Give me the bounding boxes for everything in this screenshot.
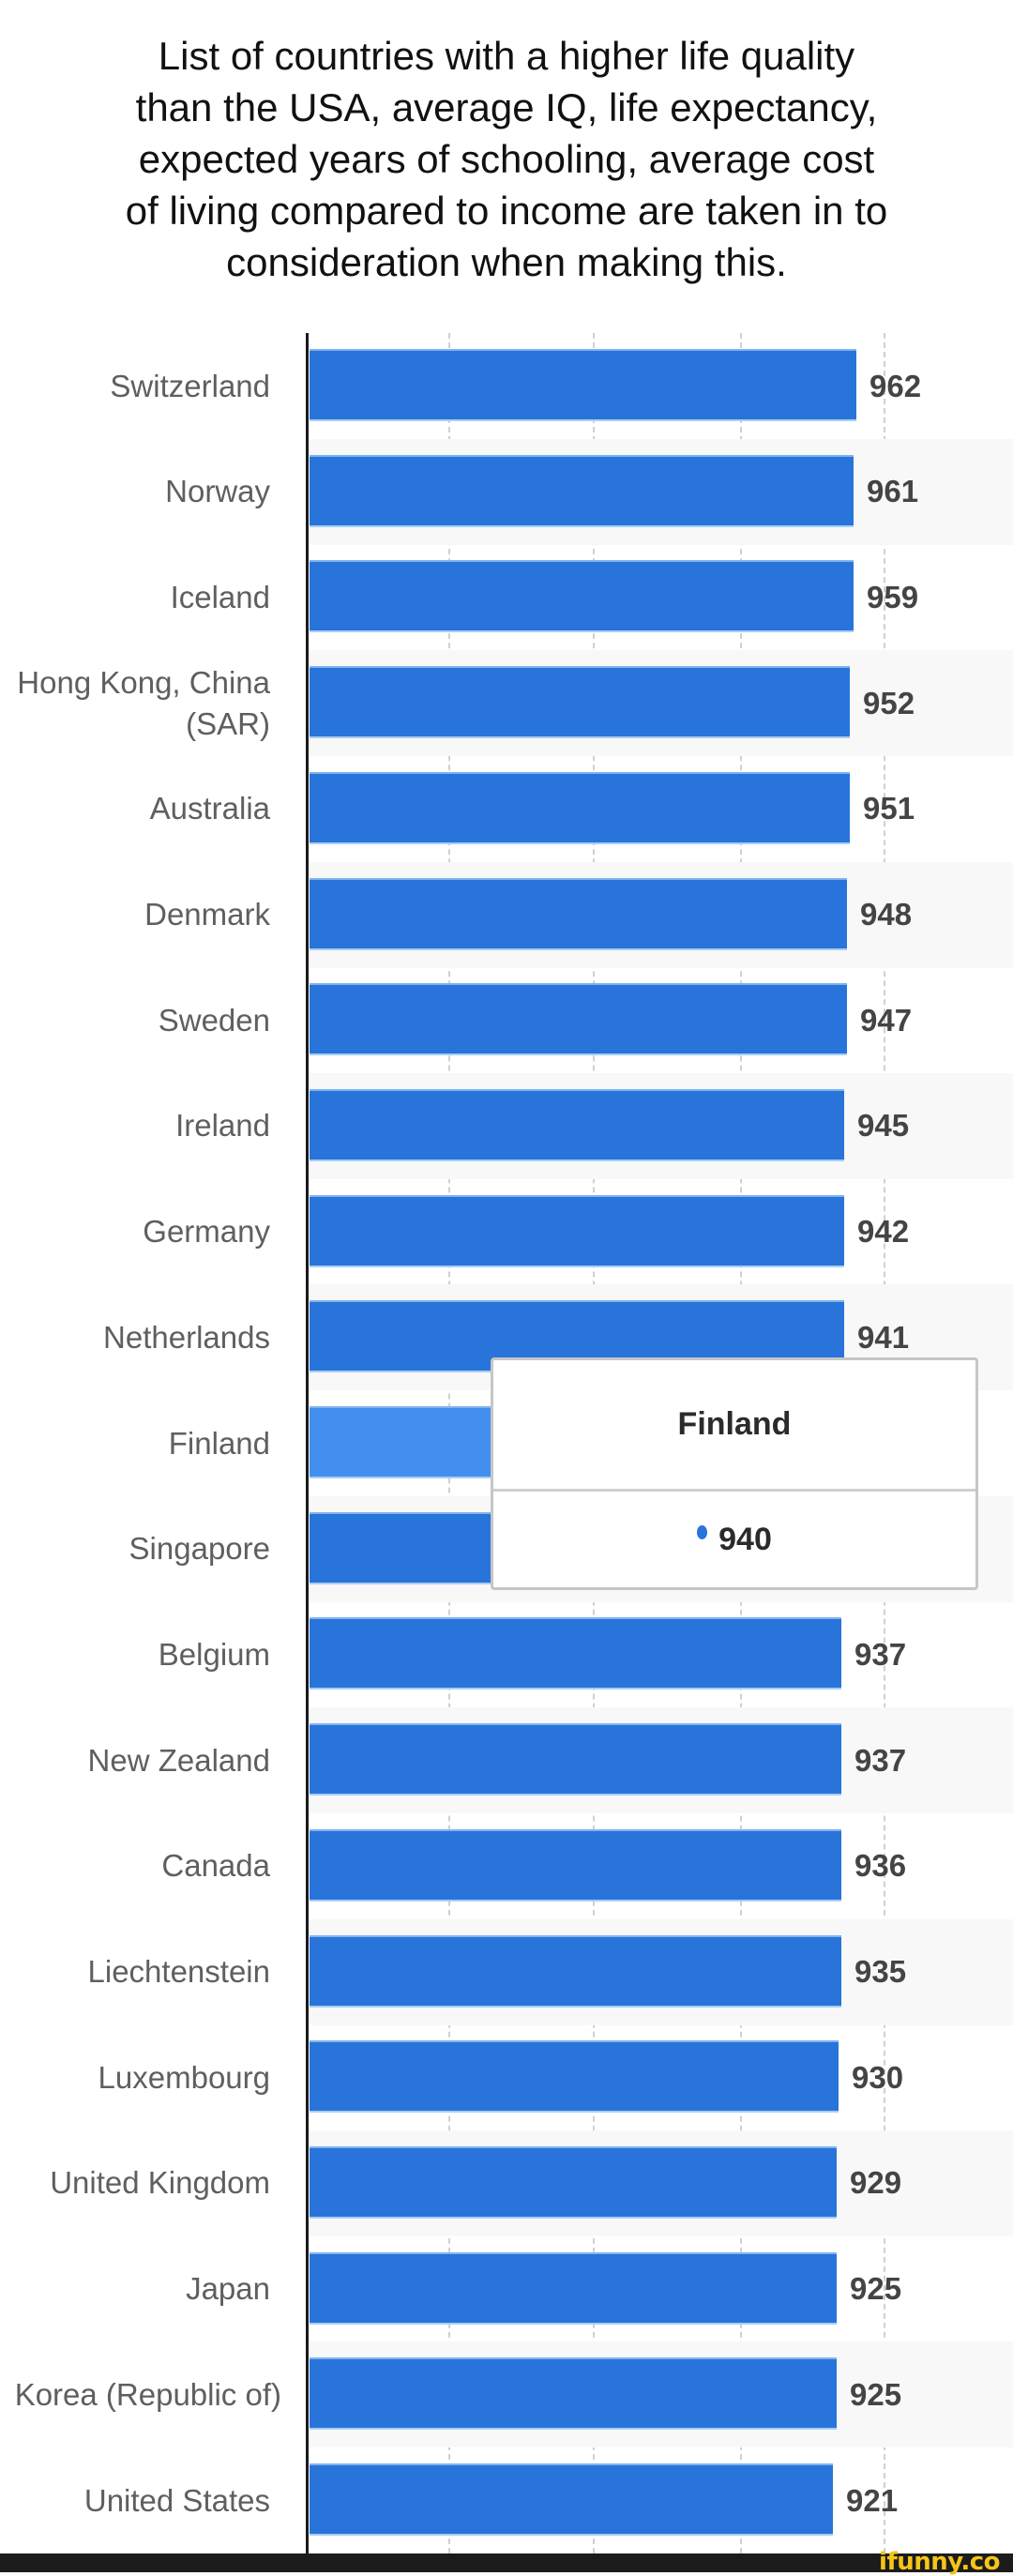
category-label: Iceland xyxy=(170,579,270,614)
bar[interactable] xyxy=(310,1828,841,1902)
bar-row[interactable]: Norway 961 xyxy=(0,438,1013,545)
bar-row[interactable]: Belgium 937 xyxy=(0,1601,1013,1707)
bar-row[interactable]: Denmark 948 xyxy=(0,861,1013,968)
ifunny-logo: ifunny.co xyxy=(879,2548,1000,2576)
value-label: 925 xyxy=(850,2376,902,2412)
category-label: Japan xyxy=(186,2271,270,2307)
value-label: 945 xyxy=(857,1108,910,1144)
bar-row[interactable]: Ireland 945 xyxy=(0,1072,1013,1179)
category-label: Denmark xyxy=(144,897,270,932)
bar-row[interactable]: Luxembourg 930 xyxy=(0,2024,1013,2130)
category-label: Norway xyxy=(165,474,270,509)
category-label: Belgium xyxy=(158,1636,270,1672)
bar[interactable] xyxy=(310,2040,839,2114)
bar-row[interactable]: Switzerland 962 xyxy=(0,333,1013,439)
footer-bar: ifunny.co xyxy=(0,2548,1013,2576)
bar[interactable] xyxy=(310,560,854,633)
category-label: Canada xyxy=(161,1848,270,1884)
category-label: United States xyxy=(83,2482,270,2518)
value-label: 921 xyxy=(846,2482,899,2518)
bar-row[interactable]: Liechtenstein 935 xyxy=(0,1918,1013,2025)
value-label: 937 xyxy=(854,1636,907,1672)
bar-row[interactable]: Iceland 959 xyxy=(0,544,1013,650)
bar[interactable] xyxy=(310,2357,837,2431)
bar-row[interactable]: Australia 951 xyxy=(0,756,1013,862)
value-label: 961 xyxy=(867,474,919,509)
bar-row[interactable]: Hong Kong, China (SAR) 952 xyxy=(0,650,1013,757)
category-label: Ireland xyxy=(175,1108,270,1144)
y-axis-line xyxy=(306,333,309,2553)
bar[interactable] xyxy=(310,1088,844,1161)
category-label: Luxembourg xyxy=(98,2059,270,2095)
bar[interactable] xyxy=(310,454,854,527)
series-dot-icon xyxy=(697,1524,708,1539)
value-label: 936 xyxy=(854,1848,907,1884)
bar-row[interactable]: Germany 942 xyxy=(0,1179,1013,1285)
bar[interactable] xyxy=(310,983,847,1056)
value-label: 929 xyxy=(850,2165,902,2201)
value-label: 948 xyxy=(860,897,913,932)
category-label: Finland xyxy=(168,1425,270,1461)
bar[interactable] xyxy=(310,2463,833,2536)
bar[interactable] xyxy=(310,1723,841,1796)
bar[interactable] xyxy=(310,1934,841,2008)
tooltip: Finland 940 xyxy=(491,1357,978,1590)
bar[interactable] xyxy=(310,771,850,844)
tooltip-value: 940 xyxy=(718,1521,772,1557)
value-label: 952 xyxy=(863,685,915,720)
category-label: New Zealand xyxy=(87,1742,270,1778)
bar-row[interactable]: Sweden 947 xyxy=(0,967,1013,1073)
tooltip-body: 940 xyxy=(493,1492,975,1587)
value-label: 937 xyxy=(854,1742,907,1778)
category-label: Singapore xyxy=(129,1531,270,1567)
bar[interactable] xyxy=(310,666,850,739)
category-label: Australia xyxy=(149,791,270,826)
category-label: Korea (Republic of) xyxy=(14,2376,281,2412)
value-label: 951 xyxy=(863,791,915,826)
category-label: Switzerland xyxy=(110,368,270,403)
tooltip-divider xyxy=(493,1489,975,1492)
category-label: Liechtenstein xyxy=(87,1954,270,1989)
bar[interactable] xyxy=(310,2145,837,2219)
bar[interactable] xyxy=(310,2251,837,2325)
category-label: Hong Kong, China (SAR) xyxy=(17,664,270,741)
bar[interactable] xyxy=(310,349,856,421)
category-label: Netherlands xyxy=(103,1319,270,1355)
value-label: 935 xyxy=(854,1954,907,1989)
bar-row[interactable]: Canada 936 xyxy=(0,1813,1013,1919)
value-label: 962 xyxy=(869,368,922,403)
value-label: 959 xyxy=(867,579,919,614)
chart-title: List of countries with a higher life qua… xyxy=(125,34,888,284)
category-label: United Kingdom xyxy=(50,2165,270,2201)
value-label: 925 xyxy=(850,2271,902,2307)
bar-row[interactable]: Japan 925 xyxy=(0,2236,1013,2342)
category-label: Germany xyxy=(143,1214,270,1250)
bar[interactable] xyxy=(310,877,847,950)
value-label: 930 xyxy=(852,2059,904,2095)
bar-row[interactable]: Korea (Republic of) 925 xyxy=(0,2341,1013,2448)
value-label: 947 xyxy=(860,1002,913,1038)
bar-row[interactable]: United Kingdom 929 xyxy=(0,2129,1013,2236)
value-label: 941 xyxy=(857,1319,910,1355)
value-label: 942 xyxy=(857,1214,910,1250)
bar[interactable] xyxy=(310,1194,844,1267)
bar-row[interactable]: United States 921 xyxy=(0,2447,1013,2553)
tooltip-title: Finland xyxy=(677,1406,792,1442)
category-label: Sweden xyxy=(158,1002,270,1038)
bar-row[interactable]: New Zealand 937 xyxy=(0,1707,1013,1814)
bar[interactable] xyxy=(310,1617,841,1690)
